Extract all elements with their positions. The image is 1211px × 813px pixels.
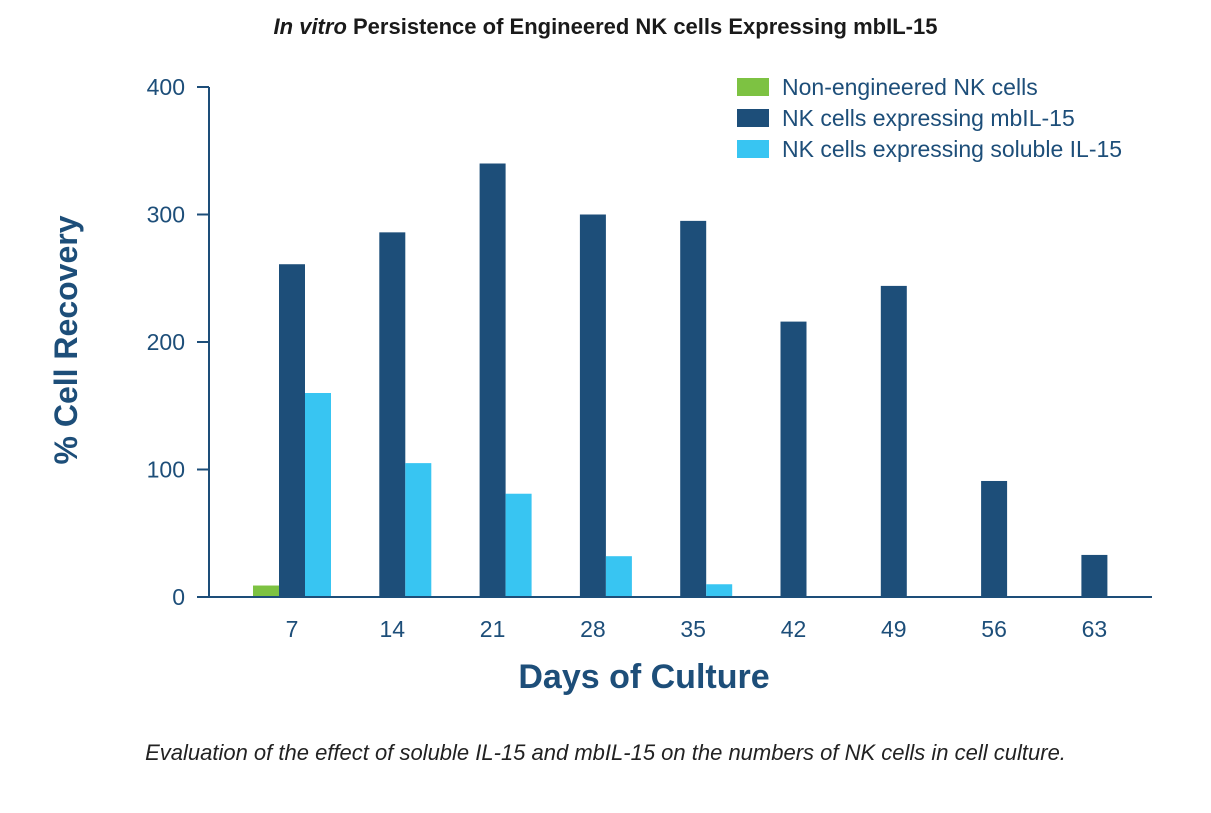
bar-nk-cells-expressing-mbil-15-day-42 xyxy=(780,321,807,597)
legend-label: Non-engineered NK cells xyxy=(782,74,1038,100)
y-axis-ticks: 0 100 200 300 400 xyxy=(147,74,209,610)
bars xyxy=(253,163,1108,597)
bar-nk-cells-expressing-mbil-15-day-49 xyxy=(880,285,907,597)
bar-nk-cells-expressing-soluble-il-15-day-28 xyxy=(605,556,632,597)
legend: Non-engineered NK cells NK cells expressi… xyxy=(737,74,1122,162)
chart-title: In vitro Persistence of Engineered NK ce… xyxy=(0,14,1211,40)
bar-chart: 0 100 200 300 400 7 14 21 28 35 42 49 56 63 % Cell R… xyxy=(48,74,1152,696)
bar-nk-cells-expressing-mbil-15-day-7 xyxy=(279,264,305,597)
bar-nk-cells-expressing-mbil-15-day-35 xyxy=(680,220,707,597)
legend-swatch xyxy=(737,78,769,96)
figure-caption: Evaluation of the effect of soluble IL-1… xyxy=(145,740,1066,765)
y-tick-label: 100 xyxy=(147,457,185,483)
bar-nk-cells-expressing-soluble-il-15-day-21 xyxy=(505,493,532,597)
x-tick-label: 56 xyxy=(981,616,1007,642)
x-tick-label: 28 xyxy=(580,616,606,642)
legend-swatch xyxy=(737,140,769,158)
bar-nk-cells-expressing-mbil-15-day-56 xyxy=(981,480,1008,597)
bar-nk-cells-expressing-soluble-il-15-day-14 xyxy=(405,463,432,597)
x-axis-ticks: 7 14 21 28 35 42 49 56 63 xyxy=(286,616,1108,642)
x-tick-label: 49 xyxy=(881,616,907,642)
bar-nk-cells-expressing-mbil-15-day-21 xyxy=(479,163,506,597)
y-tick-label: 400 xyxy=(147,74,185,100)
legend-swatch xyxy=(737,109,769,127)
x-tick-label: 35 xyxy=(680,616,706,642)
x-tick-label: 7 xyxy=(286,616,299,642)
y-tick-label: 300 xyxy=(147,202,185,228)
x-tick-label: 21 xyxy=(480,616,506,642)
x-axis-title: Days of Culture xyxy=(518,658,769,696)
chart-title-rest: Persistence of Engineered NK cells Expre… xyxy=(346,14,938,39)
bar-non-engineered-nk-cells-day-7 xyxy=(253,585,279,597)
bar-nk-cells-expressing-mbil-15-day-28 xyxy=(579,214,606,597)
legend-label: NK cells expressing mbIL-15 xyxy=(782,105,1075,131)
legend-label: NK cells expressing soluble IL-15 xyxy=(782,136,1122,162)
y-axis-title: % Cell Recovery xyxy=(48,215,84,464)
bar-nk-cells-expressing-soluble-il-15-day-7 xyxy=(305,393,331,597)
chart-title-italic: In vitro xyxy=(273,14,347,39)
y-tick-label: 200 xyxy=(147,329,185,355)
x-tick-label: 42 xyxy=(781,616,807,642)
x-tick-label: 14 xyxy=(380,616,406,642)
x-tick-label: 63 xyxy=(1082,616,1108,642)
y-tick-label: 0 xyxy=(172,584,185,610)
bar-nk-cells-expressing-mbil-15-day-63 xyxy=(1081,554,1108,597)
bar-nk-cells-expressing-soluble-il-15-day-35 xyxy=(706,584,733,597)
bar-nk-cells-expressing-mbil-15-day-14 xyxy=(379,232,406,597)
